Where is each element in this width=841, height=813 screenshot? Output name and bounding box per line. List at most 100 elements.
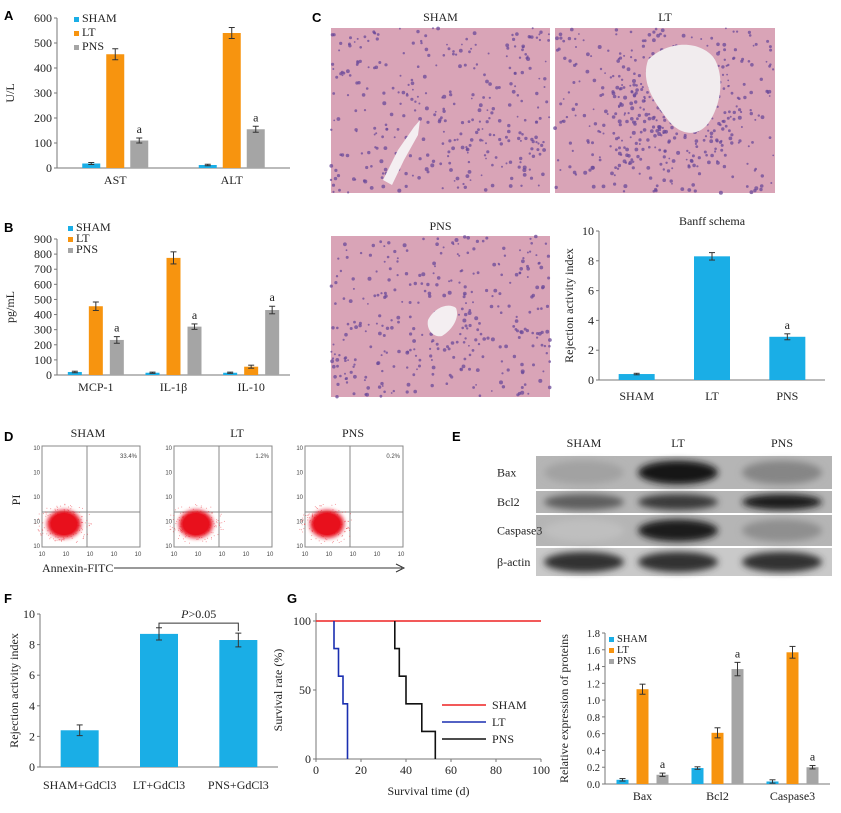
- nucleus: [336, 174, 341, 178]
- nucleus: [401, 300, 404, 303]
- nucleus: [660, 28, 665, 33]
- nucleus: [345, 377, 348, 380]
- nucleus: [651, 52, 655, 56]
- nucleus: [458, 254, 461, 257]
- nucleus: [463, 357, 467, 361]
- axis-tick-label: 10: [135, 552, 142, 558]
- scatter-dot: [47, 530, 49, 532]
- nucleus: [334, 302, 337, 305]
- nucleus: [396, 260, 399, 263]
- category-label: AST: [104, 173, 127, 187]
- vessel: [427, 305, 458, 337]
- nucleus: [514, 272, 519, 277]
- nucleus: [446, 345, 449, 349]
- y-tick-label: 4: [588, 313, 594, 327]
- nucleus: [655, 184, 659, 188]
- nucleus: [660, 134, 663, 137]
- nucleus: [340, 70, 344, 74]
- nucleus: [440, 116, 443, 120]
- nucleus: [462, 295, 466, 299]
- y-tick-label: 0.4: [587, 746, 601, 757]
- scatter-dot: [338, 510, 340, 512]
- y-tick-label: 600: [34, 11, 52, 25]
- nucleus: [722, 87, 726, 90]
- nucleus: [710, 153, 714, 158]
- nucleus: [467, 170, 472, 174]
- nucleus: [747, 60, 751, 63]
- nucleus: [427, 53, 431, 58]
- nucleus: [638, 143, 641, 145]
- nucleus: [353, 374, 357, 379]
- axis-tick-label: 10: [165, 471, 172, 477]
- nucleus: [625, 119, 629, 124]
- scatter-dot: [215, 525, 217, 527]
- nucleus: [737, 115, 742, 120]
- nucleus: [688, 151, 691, 154]
- nucleus: [396, 127, 400, 131]
- nucleus: [770, 182, 773, 184]
- nucleus: [359, 46, 363, 49]
- nucleus: [397, 349, 401, 354]
- nucleus: [458, 64, 462, 69]
- nucleus: [730, 91, 734, 95]
- blot-band: [544, 519, 624, 542]
- nucleus: [671, 182, 673, 185]
- y-tick-label: 8: [29, 638, 35, 652]
- nucleus: [481, 139, 484, 142]
- nucleus: [538, 116, 542, 120]
- scatter-dot: [309, 521, 311, 523]
- nucleus: [544, 60, 547, 63]
- nucleus: [700, 38, 703, 40]
- nucleus: [460, 307, 464, 311]
- nucleus: [730, 141, 734, 145]
- scatter-dot: [344, 531, 346, 533]
- nucleus: [543, 86, 546, 88]
- nucleus: [337, 257, 340, 260]
- nucleus: [535, 141, 538, 144]
- vessel: [645, 44, 721, 133]
- scatter-dot: [67, 509, 69, 511]
- nucleus: [431, 372, 435, 376]
- nucleus: [635, 84, 638, 87]
- nucleus: [488, 133, 492, 137]
- nucleus: [385, 127, 389, 131]
- nucleus: [369, 186, 374, 190]
- nucleus: [329, 284, 333, 288]
- western-blot: SHAM LT PNS Bax Bcl2 Caspase3 β-actin: [497, 436, 832, 576]
- nucleus: [424, 47, 429, 52]
- nucleus: [746, 162, 749, 165]
- nucleus: [412, 339, 416, 343]
- nucleus: [602, 123, 606, 128]
- nucleus: [485, 288, 489, 293]
- nucleus: [380, 292, 383, 295]
- bar: [145, 372, 160, 375]
- legend-label: SHAM: [76, 220, 111, 234]
- nucleus: [366, 386, 371, 390]
- nucleus: [373, 126, 377, 130]
- bar: [694, 256, 730, 380]
- nucleus: [618, 56, 623, 60]
- nucleus: [652, 38, 656, 43]
- nucleus: [535, 285, 540, 290]
- nucleus: [716, 42, 720, 47]
- nucleus: [336, 382, 340, 386]
- y-tick-label: 700: [34, 262, 52, 276]
- scatter-dot: [336, 539, 338, 541]
- nucleus: [637, 113, 641, 118]
- x-tick-label: 20: [355, 763, 367, 777]
- scatter-dot: [217, 519, 219, 521]
- nucleus: [353, 41, 356, 43]
- nucleus: [471, 349, 475, 352]
- nucleus: [522, 257, 525, 260]
- nucleus: [646, 166, 651, 170]
- nucleus: [604, 72, 606, 74]
- nucleus: [483, 188, 488, 192]
- nucleus: [392, 389, 395, 393]
- nucleus: [432, 261, 436, 266]
- nucleus: [657, 126, 661, 130]
- nucleus: [617, 163, 622, 168]
- nucleus: [765, 60, 768, 63]
- bar: [140, 633, 178, 767]
- nucleus: [621, 139, 623, 142]
- nucleus: [509, 281, 512, 284]
